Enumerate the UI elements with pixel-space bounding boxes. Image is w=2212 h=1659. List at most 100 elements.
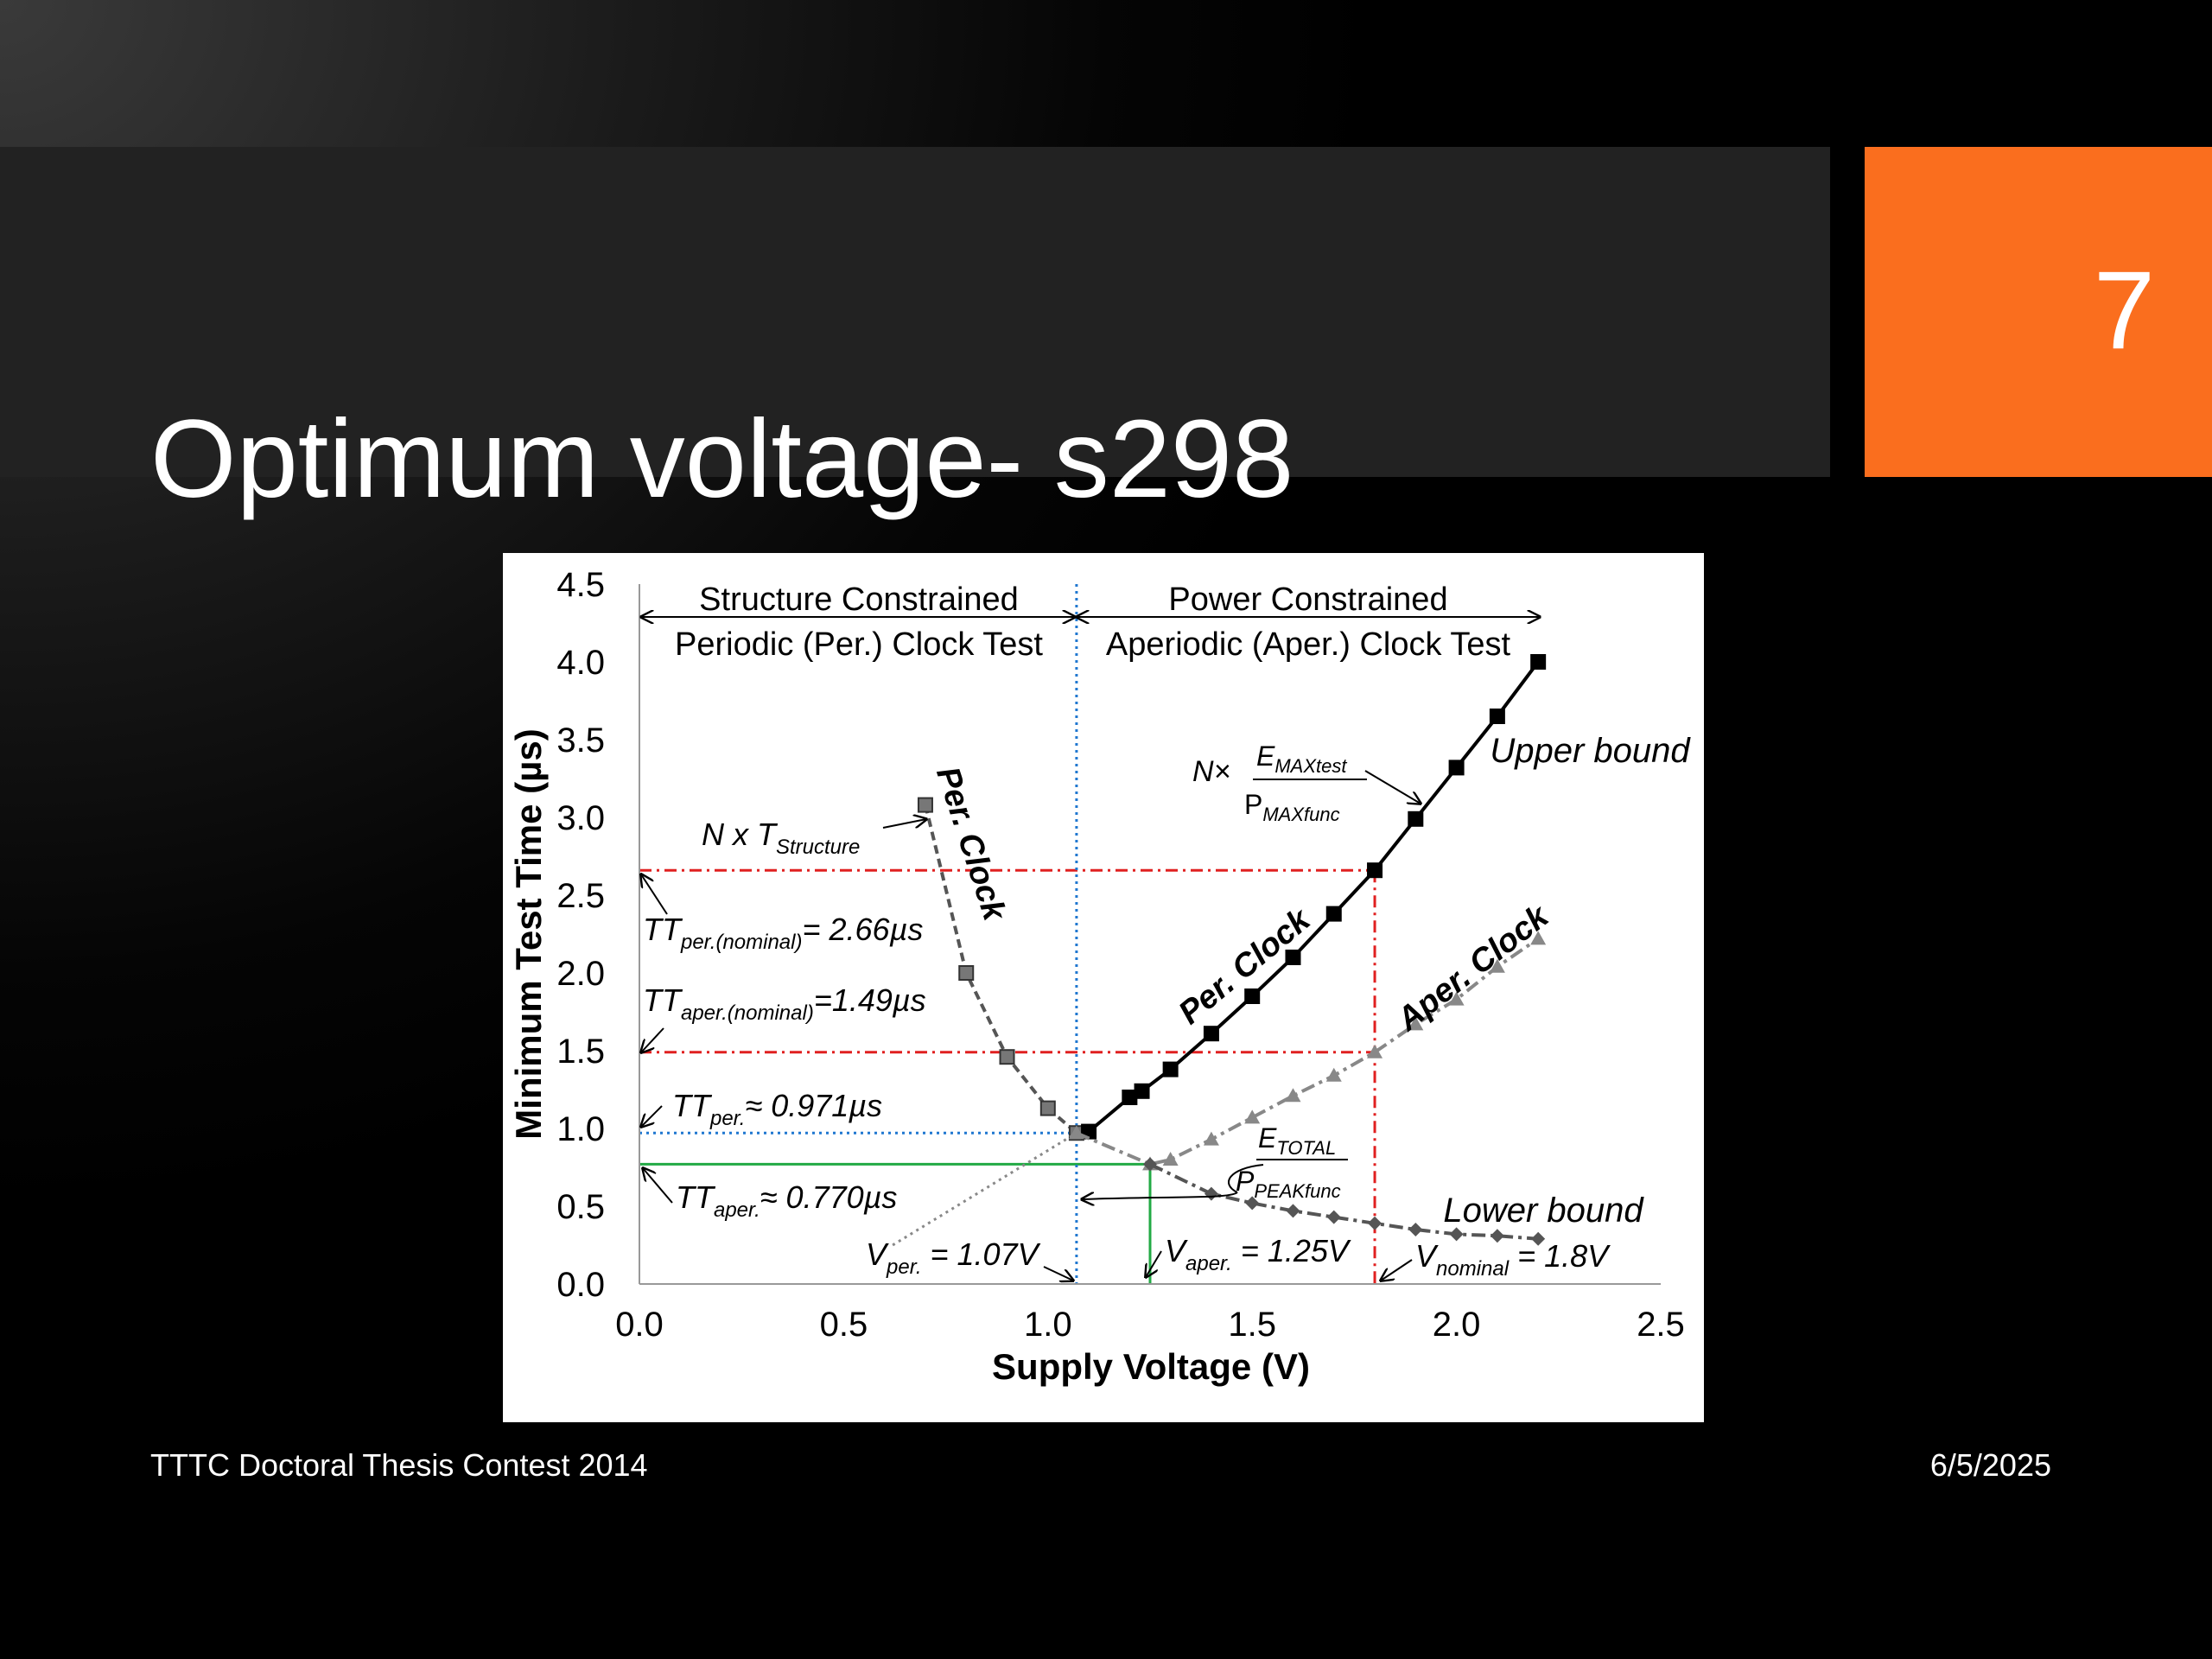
etotal-label: ETOTAL — [1258, 1122, 1336, 1159]
y-tick-label: 4.5 — [556, 566, 605, 604]
x-axis-title: Supply Voltage (V) — [992, 1346, 1310, 1387]
y-tick-label: 1.5 — [556, 1033, 605, 1071]
slide-number-box: 7 — [1865, 147, 2212, 477]
x-tick-label: 0.5 — [820, 1306, 868, 1344]
chart-panel: 0.0 0.5 1.0 1.5 2.0 2.5 0.0 0.5 1.0 1.5 2.0 2.5 3.0 3… — [503, 553, 1704, 1422]
etotal-brace — [1082, 1164, 1264, 1199]
footer-contest: TTTC Doctoral Thesis Contest 2014 — [150, 1447, 648, 1483]
region-left-subtitle: Periodic (Per.) Clock Test — [675, 626, 1043, 663]
emax-label: EMAXtest — [1256, 741, 1347, 777]
ppeak-label: PPEAKfunc — [1236, 1166, 1341, 1202]
x-tick-label: 1.5 — [1228, 1306, 1276, 1344]
tt-per-nominal-label: TTper.(nominal)= 2.66µs — [643, 912, 923, 954]
per-clock-label-low: Per. Clock — [929, 762, 1013, 926]
v-per-label: Vper. = 1.07V — [866, 1236, 1041, 1279]
data-point-diamond — [1531, 1231, 1546, 1246]
lower-bound-label: Lower bound — [1443, 1192, 1644, 1230]
series-line-1 — [1087, 660, 1540, 1134]
data-point-square — [1448, 760, 1465, 776]
footer-date: 6/5/2025 — [1929, 1447, 2051, 1483]
v-aper-label: Vaper. = 1.25V — [1165, 1233, 1351, 1275]
data-point-diamond — [1204, 1186, 1218, 1201]
tt-aper-nominal-arrow — [641, 1027, 664, 1052]
data-point-diamond — [1368, 1216, 1382, 1230]
aper-clock-label: Aper. Clock — [1390, 897, 1557, 1039]
series-line-3 — [1149, 1162, 1539, 1241]
tt-aper-arrow — [643, 1168, 673, 1204]
n-t-structure-arrow — [882, 819, 926, 829]
region-left-title: Structure Constrained — [699, 582, 1019, 618]
data-point-square — [1489, 709, 1505, 724]
y-tick-label: 1.0 — [556, 1110, 605, 1148]
v-nominal-arrow — [1381, 1259, 1413, 1281]
data-point-triangle — [1530, 931, 1547, 945]
data-point-square — [917, 797, 933, 813]
tt-per-arrow — [641, 1105, 663, 1127]
v-aper-arrow — [1146, 1250, 1162, 1277]
data-point-triangle — [1367, 1044, 1383, 1058]
data-point-triangle — [1448, 991, 1465, 1006]
v-per-arrow — [1043, 1266, 1073, 1281]
data-point-triangle — [1489, 958, 1505, 973]
data-point-square — [1203, 1026, 1219, 1042]
x-tick-label: 2.5 — [1637, 1306, 1685, 1344]
data-point-diamond — [1490, 1229, 1504, 1243]
y-tick-label: 2.5 — [556, 877, 605, 915]
x-tick-label: 1.0 — [1024, 1306, 1072, 1344]
data-point-square — [1530, 654, 1547, 670]
series-layer — [892, 654, 1547, 1247]
series-line-2 — [1076, 937, 1540, 1166]
region-right-subtitle: Aperiodic (Aper.) Clock Test — [1106, 626, 1511, 663]
x-tick-label: 0.0 — [615, 1306, 664, 1344]
y-tick-label: 4.0 — [556, 644, 605, 682]
slide-number: 7 — [2093, 249, 2155, 372]
data-point-diamond — [1143, 1157, 1157, 1172]
reference-lines — [639, 584, 1376, 1284]
n-t-structure-label: N x TStructure — [702, 817, 860, 859]
upper-bound-arrow — [1364, 770, 1421, 804]
data-point-square — [1134, 1083, 1150, 1099]
data-point-square — [1285, 950, 1301, 965]
upper-bound-label: Upper bound — [1490, 732, 1691, 770]
tt-aper-nominal-label: TTaper.(nominal)=1.49µs — [643, 982, 926, 1025]
y-tick-label: 2.0 — [556, 955, 605, 993]
data-point-square — [1367, 862, 1383, 879]
data-point-square — [1408, 810, 1424, 827]
upper-n-label: N× — [1192, 755, 1230, 788]
data-point-diamond — [1245, 1196, 1260, 1211]
data-point-triangle — [1325, 1067, 1342, 1082]
data-point-triangle — [1244, 1109, 1261, 1124]
chart: 0.0 0.5 1.0 1.5 2.0 2.5 0.0 0.5 1.0 1.5 2.0 2.5 3.0 3… — [508, 566, 1691, 1387]
data-point-square — [1325, 906, 1342, 922]
title-bar: Optimum voltage- s298 — [0, 147, 1830, 520]
x-tick-label: 2.0 — [1433, 1306, 1481, 1344]
data-point-square — [1244, 988, 1261, 1004]
tt-per-nominal-arrow — [641, 874, 668, 915]
data-point-diamond — [1286, 1204, 1300, 1218]
y-axis-title: Minimum Test Time (µs) — [508, 728, 549, 1139]
series-line-4 — [892, 1131, 1077, 1247]
data-point-triangle — [1408, 1016, 1424, 1031]
data-point-square — [958, 965, 975, 981]
series-line-0 — [924, 804, 1078, 1135]
data-point-triangle — [1068, 1125, 1084, 1140]
slide-title: Optimum voltage- s298 — [150, 397, 1294, 521]
data-point-diamond — [1449, 1227, 1464, 1242]
tt-aper-label: TTaper.≈ 0.770µs — [676, 1179, 897, 1222]
data-point-triangle — [1162, 1152, 1179, 1166]
data-point-triangle — [1285, 1088, 1301, 1103]
data-point-square — [999, 1049, 1015, 1065]
per-clock-label-high: Per. Clock — [1172, 900, 1318, 1031]
data-point-diamond — [1326, 1210, 1341, 1224]
y-tick-label: 0.5 — [556, 1188, 605, 1226]
data-point-diamond — [1408, 1223, 1423, 1236]
y-tick-label: 0.0 — [556, 1266, 605, 1304]
data-point-triangle — [1203, 1131, 1219, 1146]
tick-labels: 0.0 0.5 1.0 1.5 2.0 2.5 0.0 0.5 1.0 1.5 2.0 2.5 3.0 3… — [556, 566, 1684, 1344]
region-right-title: Power Constrained — [1168, 582, 1447, 618]
y-tick-label: 3.5 — [556, 721, 605, 760]
data-point-square — [1162, 1061, 1179, 1077]
pmax-label: PMAXfunc — [1244, 789, 1340, 825]
tt-per-label: TTper.≈ 0.971µs — [672, 1088, 882, 1130]
v-nominal-label: Vnominal = 1.8V — [1415, 1238, 1611, 1281]
